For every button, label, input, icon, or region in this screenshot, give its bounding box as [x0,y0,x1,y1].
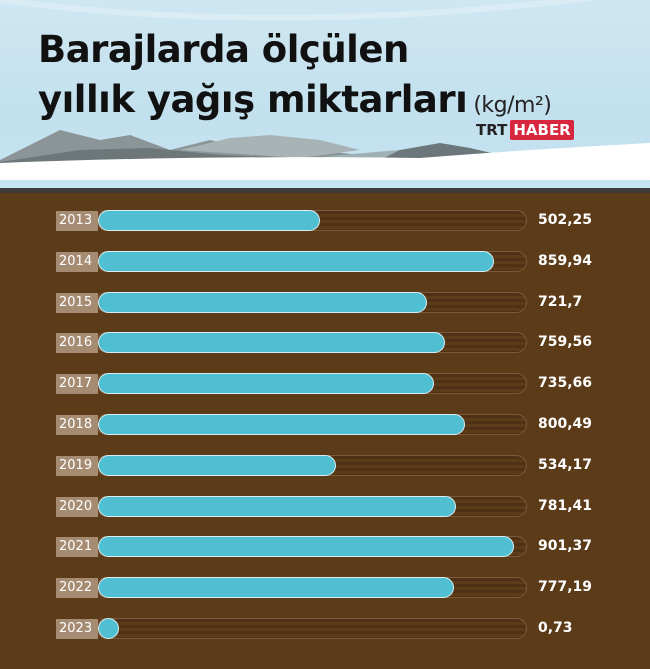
bar-row: 2016 759,56 [0,332,650,354]
bar [98,577,454,599]
value-label: 721,7 [538,293,583,310]
unit-label: (kg/m²) [473,93,552,118]
mountain-landscape [0,0,650,180]
bar [98,536,515,558]
year-label: 2018 [56,415,98,435]
bar-row: 2019 534,17 [0,454,650,477]
bar-row: 2020 781,41 [0,495,650,518]
year-label: 2013 [56,211,98,231]
value-label: 534,17 [538,456,593,473]
year-label: 2023 [56,619,98,639]
bar [98,332,446,354]
value-label: 0,73 [538,620,573,636]
bar-row: 2021 901,37 [0,536,650,558]
bar [98,618,119,639]
bar-row: 2023 0,73 [0,618,650,640]
header: Barajlarda ölçülen yıllık yağış miktarla… [0,0,650,193]
year-label: 2022 [56,578,98,599]
divider [0,188,650,193]
logo-trt: TRT [476,121,508,139]
bar [98,373,434,395]
value-label: 781,41 [538,497,593,514]
year-label: 2019 [56,455,98,476]
title-line-1: Barajlarda ölçülen [38,28,409,71]
year-label: 2014 [56,251,98,272]
value-label: 735,66 [538,375,593,392]
value-label: 800,49 [538,416,593,432]
bar [98,495,456,517]
bar-track [96,618,527,639]
year-label: 2017 [56,374,98,395]
year-label: 2016 [56,333,98,354]
logo-haber: HABER [510,120,574,140]
bar-row: 2014 859,94 [0,250,650,273]
bar-chart: 2013 502,25 2014 859,94 2015 721,7 2016 759,56 2… [0,193,650,669]
bar [98,291,427,313]
trt-haber-logo: TRT HABER [476,120,574,140]
value-label: 502,25 [538,212,593,228]
bar-row: 2015 721,7 [0,291,650,314]
year-label: 2015 [56,292,98,313]
bar-row: 2022 777,19 [0,577,650,599]
bar [98,210,321,231]
bar-row: 2018 800,49 [0,414,650,436]
bar [98,454,336,476]
bar-row: 2017 735,66 [0,373,650,395]
value-label: 777,19 [538,579,593,596]
value-label: 859,94 [538,252,593,269]
year-label: 2021 [56,537,98,558]
bar [98,414,466,435]
bar-row: 2013 502,25 [0,210,650,232]
value-label: 759,56 [538,334,593,351]
year-label: 2020 [56,496,98,517]
title-text: yıllık yağış miktarları [38,78,468,121]
bar [98,250,494,272]
title-line-2: yıllık yağış miktarları (kg/m²) [38,78,552,121]
value-label: 901,37 [538,538,593,555]
